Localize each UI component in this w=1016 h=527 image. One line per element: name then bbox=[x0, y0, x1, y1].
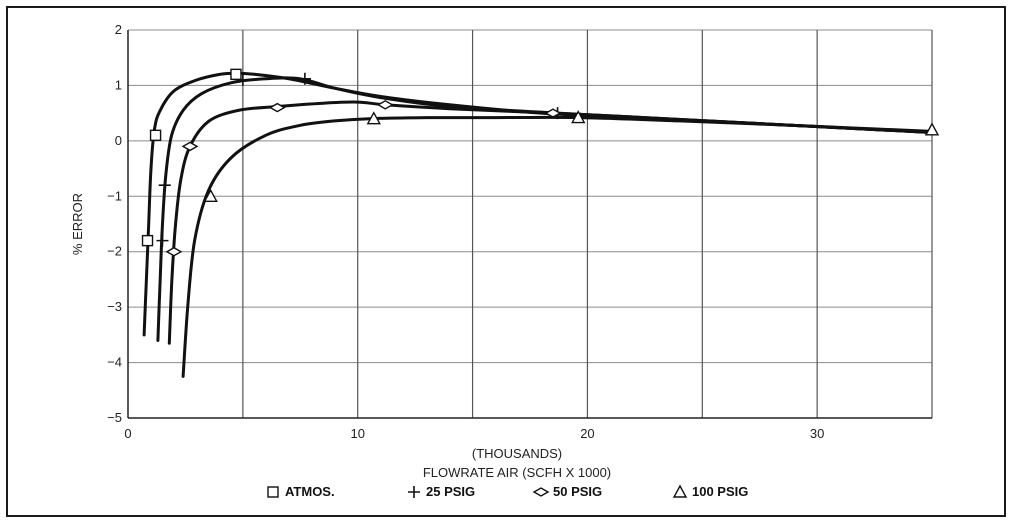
y-tick-label: −4 bbox=[107, 355, 122, 370]
data-point bbox=[236, 73, 249, 86]
legend-label: 25 PSIG bbox=[426, 484, 475, 499]
legend-marker bbox=[532, 487, 550, 497]
legend: ATMOS. 25 PSIG 50 PSIG 100 PSIG bbox=[267, 484, 748, 499]
chart-frame bbox=[6, 6, 1006, 517]
data-point bbox=[924, 122, 940, 136]
legend-entry: 100 PSIG bbox=[672, 484, 748, 499]
x-tick-label: 20 bbox=[580, 426, 594, 441]
x-axis-sublabel: (THOUSANDS) bbox=[472, 446, 562, 461]
y-tick-label: −2 bbox=[107, 244, 122, 259]
data-point bbox=[298, 72, 311, 85]
data-point bbox=[230, 68, 242, 81]
series-line bbox=[167, 100, 934, 345]
data-point bbox=[203, 188, 218, 202]
axes bbox=[127, 30, 932, 419]
data-point bbox=[165, 246, 183, 257]
series bbox=[141, 68, 940, 378]
x-tick-label: 10 bbox=[350, 426, 364, 441]
x-axis-label: FLOWRATE AIR (SCFH X 1000) bbox=[423, 465, 611, 480]
data-point bbox=[141, 234, 154, 247]
data-point bbox=[268, 102, 286, 113]
legend-entry: 25 PSIG bbox=[408, 484, 475, 499]
x-tick-label: 0 bbox=[124, 426, 131, 441]
data-point bbox=[376, 100, 394, 110]
series-diamond bbox=[165, 100, 934, 345]
legend-label: ATMOS. bbox=[285, 484, 335, 499]
series-triangle bbox=[181, 110, 940, 378]
grid bbox=[128, 29, 933, 418]
data-point bbox=[181, 141, 199, 152]
data-point bbox=[149, 129, 162, 142]
data-point bbox=[544, 108, 562, 118]
y-tick-label: −5 bbox=[107, 410, 122, 425]
y-tick-label: −3 bbox=[107, 299, 122, 314]
legend-label: 50 PSIG bbox=[553, 484, 602, 499]
legend-marker bbox=[267, 486, 279, 498]
y-tick-label: 1 bbox=[115, 77, 122, 92]
y-tick-label: −1 bbox=[107, 188, 122, 203]
data-point bbox=[571, 110, 586, 124]
legend-entry: ATMOS. bbox=[267, 484, 335, 499]
y-tick-label: 0 bbox=[115, 133, 122, 148]
legend-entry: 50 PSIG bbox=[532, 484, 602, 499]
legend-marker bbox=[408, 486, 420, 498]
legend-marker bbox=[672, 484, 688, 498]
data-point bbox=[366, 111, 381, 125]
legend-label: 100 PSIG bbox=[692, 484, 748, 499]
y-axis-label: % ERROR bbox=[70, 193, 85, 255]
x-tick-label: 30 bbox=[810, 426, 824, 441]
data-point bbox=[158, 179, 171, 192]
series-square bbox=[141, 68, 934, 337]
y-tick-label: 2 bbox=[115, 22, 122, 37]
series-line bbox=[181, 115, 934, 378]
tick-labels: 210−1−2−3−4−50 10 20 30 bbox=[107, 22, 824, 441]
data-point bbox=[156, 234, 169, 247]
